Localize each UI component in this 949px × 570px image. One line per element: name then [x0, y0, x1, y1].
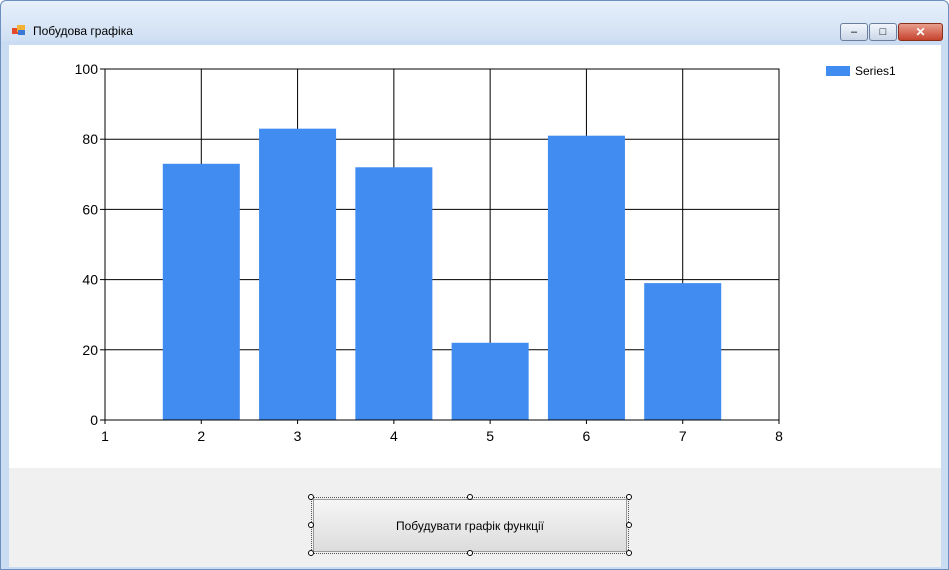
- x-tick-label: 1: [101, 428, 109, 444]
- y-tick-label: 100: [75, 61, 99, 77]
- x-tick-label: 6: [583, 428, 591, 444]
- x-tick-label: 8: [775, 428, 783, 444]
- app-icon: [12, 25, 25, 35]
- title-bar[interactable]: Побудова графіка – □ ✕: [1, 1, 948, 41]
- resize-handle[interactable]: [308, 494, 314, 500]
- bar: [547, 135, 625, 420]
- bar: [162, 163, 240, 420]
- chart-bars: [162, 128, 722, 421]
- bar: [355, 167, 433, 420]
- resize-handle[interactable]: [626, 494, 632, 500]
- x-tick-label: 4: [390, 428, 398, 444]
- minimize-icon: –: [850, 26, 858, 38]
- bar: [451, 342, 529, 420]
- minimize-button[interactable]: –: [840, 23, 868, 41]
- build-graph-button-label: Побудувати графік функції: [395, 518, 545, 533]
- bar: [259, 128, 337, 421]
- bar: [644, 283, 722, 420]
- y-tick-label: 80: [82, 131, 98, 147]
- legend-swatch: [826, 66, 850, 76]
- resize-handle[interactable]: [308, 522, 314, 528]
- y-tick-label: 60: [82, 201, 98, 217]
- form-client-area: 0 20 40 60 80 100 1 2 3 4 5 6 7 8 Series1 Побудувати …: [9, 45, 941, 567]
- chart-axes: [100, 68, 780, 424]
- x-tick-label: 7: [679, 428, 687, 444]
- x-tick-label: 5: [486, 428, 494, 444]
- y-tick-label: 20: [82, 342, 98, 358]
- resize-handle[interactable]: [467, 494, 473, 500]
- resize-handle[interactable]: [626, 522, 632, 528]
- build-graph-button[interactable]: Побудувати графік функції: [313, 499, 627, 552]
- bar-chart: 0 20 40 60 80 100 1 2 3 4 5 6 7 8 Series1: [75, 61, 896, 444]
- chart-tick-labels: 0 20 40 60 80 100 1 2 3 4 5 6 7 8: [75, 61, 783, 444]
- resize-handle[interactable]: [626, 550, 632, 556]
- resize-handle[interactable]: [308, 550, 314, 556]
- close-button[interactable]: ✕: [898, 23, 943, 41]
- legend-label: Series1: [855, 64, 896, 78]
- y-tick-label: 40: [82, 272, 98, 288]
- window-title: Побудова графіка: [33, 24, 133, 38]
- x-tick-label: 2: [197, 428, 205, 444]
- maximize-button[interactable]: □: [869, 23, 897, 41]
- resize-handle[interactable]: [467, 550, 473, 556]
- maximize-icon: □: [879, 26, 887, 38]
- y-tick-label: 0: [90, 412, 98, 428]
- chart-control: 0 20 40 60 80 100 1 2 3 4 5 6 7 8 Series1: [9, 45, 941, 468]
- close-icon: ✕: [915, 25, 926, 39]
- chart-legend: Series1: [826, 64, 896, 78]
- x-tick-label: 3: [294, 428, 302, 444]
